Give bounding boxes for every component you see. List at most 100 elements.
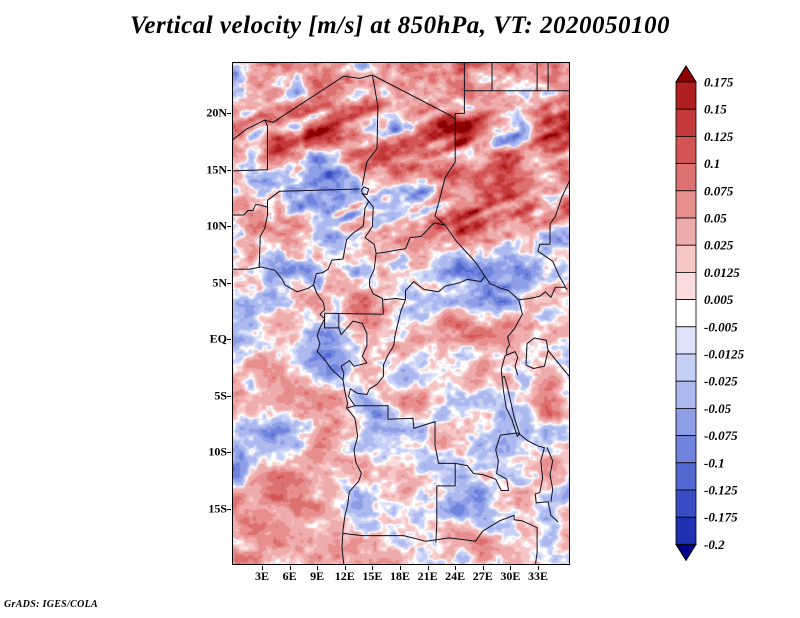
colorbar-top-arrow	[675, 65, 697, 83]
colorbar-segment	[675, 489, 697, 518]
lon-tick-mark	[455, 566, 457, 570]
lon-tick-mark	[372, 566, 374, 570]
border-zambezi-zimbabwe	[467, 514, 538, 565]
velocity-field-heatmap	[232, 62, 570, 565]
lon-tick-mark	[317, 566, 319, 570]
border-cameroon-south	[324, 312, 383, 315]
colorbar-segment	[675, 462, 697, 491]
border-mali-algeria-niger	[232, 119, 268, 172]
border-tanzania-zambia-malawi	[517, 432, 559, 523]
lat-tick-mark	[227, 452, 231, 454]
colorbar-tick-label: -0.075	[704, 428, 738, 443]
lat-tick-label: 5S	[214, 388, 227, 403]
lon-tick-mark	[537, 566, 539, 570]
border-lake-chad	[360, 186, 370, 196]
border-lake-victoria	[525, 337, 549, 369]
border-rwanda-burundi	[506, 351, 519, 376]
lon-tick-label: 9E	[310, 569, 325, 583]
lat-tick-label: 15N	[206, 162, 227, 177]
colorbar-tick-label: -0.125	[704, 483, 738, 498]
lat-tick-mark	[227, 508, 231, 510]
lat-tick-label: 10S	[208, 444, 227, 459]
border-burkina-niger	[232, 204, 268, 216]
lon-tick-mark	[261, 566, 263, 570]
border-car-cameroon	[369, 253, 384, 315]
border-angola-drc	[354, 405, 456, 464]
border-angola-namibia	[342, 532, 468, 542]
grads-credit: GrADS: IGES/COLA	[4, 599, 98, 610]
colorbar-tick-label: 0.075	[704, 183, 734, 198]
border-car-sudan	[444, 224, 486, 277]
lat-tick-mark	[227, 282, 231, 284]
colorbar-legend: 0.175 0.15 0.125 0.1 0.075 0.05 0.025 0.0125 0.0…	[675, 65, 745, 562]
border-chad-cameroon	[361, 193, 377, 254]
colorbar-segment	[675, 407, 697, 436]
lat-tick-mark	[227, 226, 231, 228]
colorbar-tick-label: 0.025	[704, 238, 734, 253]
colorbar-segment	[675, 353, 697, 382]
plot-title: Vertical velocity [m/s] at 850hPa, VT: 2…	[130, 12, 670, 39]
lon-tick-label: 24E	[445, 569, 466, 583]
border-gabon-congo	[338, 320, 368, 380]
border-rift-uganda-ssudan	[500, 286, 568, 378]
border-ssudan-drc	[484, 275, 520, 301]
country-borders-overlay	[232, 62, 570, 565]
colorbar-tick-label: -0.0125	[704, 347, 745, 362]
lat-tick-label: 15S	[208, 501, 227, 516]
colorbar-tick-label: 0.15	[704, 102, 727, 117]
colorbar-tick-label: 0.0125	[704, 265, 740, 280]
border-chad-sudan	[434, 119, 456, 226]
border-nigeria-niger	[267, 188, 360, 201]
colorbar-tick-label: -0.05	[704, 401, 732, 416]
colorbar-segment	[675, 163, 697, 192]
lon-tick-mark	[289, 566, 291, 570]
lon-tick-label: 21E	[417, 569, 438, 583]
colorbar-tick-label: -0.005	[704, 319, 738, 334]
border-benin-nigeria	[258, 200, 268, 269]
lon-tick-label: 27E	[472, 569, 493, 583]
colorbar-bottom-arrow	[675, 543, 697, 562]
colorbar-tick-label: 0.125	[704, 129, 734, 144]
lon-tick-label: 18E	[389, 569, 410, 583]
colorbar-tick-label: 0.005	[704, 292, 734, 307]
border-niger-chad	[361, 74, 379, 186]
border-kenya-tanzania	[547, 350, 570, 379]
colorbar-tick-label: -0.175	[704, 510, 738, 525]
colorbar-segment	[675, 190, 697, 219]
lon-tick-mark	[399, 566, 401, 570]
lon-tick-mark	[510, 566, 512, 570]
lat-tick-mark	[227, 395, 231, 397]
colorbar-segment	[675, 326, 697, 355]
lon-tick-label: 3E	[254, 569, 269, 583]
colorbar-segment	[675, 81, 697, 110]
lon-tick-label: 15E	[362, 569, 383, 583]
colorbar-tick-label: -0.1	[704, 455, 725, 470]
lat-tick-mark	[227, 339, 231, 341]
border-coastline-gulf-of-guinea-angola	[232, 266, 362, 565]
lon-tick-mark	[427, 566, 429, 570]
border-ethiopia-sudan	[537, 178, 570, 288]
border-nigeria-cameroon	[313, 193, 370, 286]
border-niger-algeria-libya	[264, 74, 456, 123]
lon-tick-label: 6E	[282, 569, 297, 583]
colorbar-tick-label: 0.05	[704, 211, 727, 226]
border-lake-tanganyika	[501, 375, 521, 437]
border-congo-drc-river	[346, 299, 406, 409]
border-libya-egypt-sudan-corner	[454, 62, 465, 119]
lat-tick-label: 20N	[206, 105, 227, 120]
border-lake-malawi	[546, 447, 554, 502]
lon-tick-mark	[344, 566, 346, 570]
colorbar-segment	[675, 435, 697, 464]
border-chad-car	[376, 222, 446, 254]
colorbar-segment	[675, 299, 697, 328]
colorbar-segment	[675, 217, 697, 246]
lon-tick-mark	[482, 566, 484, 570]
colorbar-tick-label: 0.175	[704, 75, 734, 90]
colorbar-segment	[675, 271, 697, 300]
lon-tick-label: 12E	[334, 569, 355, 583]
border-equatorial-guinea	[324, 313, 340, 329]
colorbar-segment	[675, 136, 697, 165]
lat-tick-label: EQ	[209, 331, 227, 346]
lat-tick-label: 5N	[212, 275, 227, 290]
